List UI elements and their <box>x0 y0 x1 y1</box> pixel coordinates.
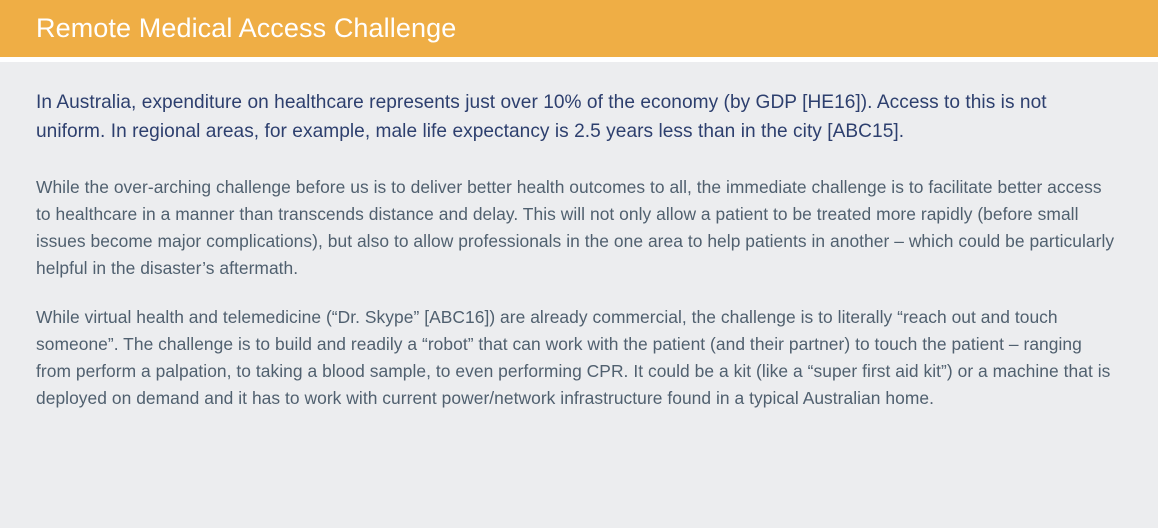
slide-title: Remote Medical Access Challenge <box>36 13 457 43</box>
lead-paragraph: In Australia, expenditure on healthcare … <box>36 92 1047 142</box>
slide-header-band: Remote Medical Access Challenge <box>0 0 1158 57</box>
challenge-paragraph: While the over-arching challenge before … <box>36 177 1115 278</box>
slide-body-panel: In Australia, expenditure on healthcare … <box>0 62 1158 528</box>
telemedicine-paragraph: While virtual health and telemedicine (“… <box>36 307 1111 408</box>
